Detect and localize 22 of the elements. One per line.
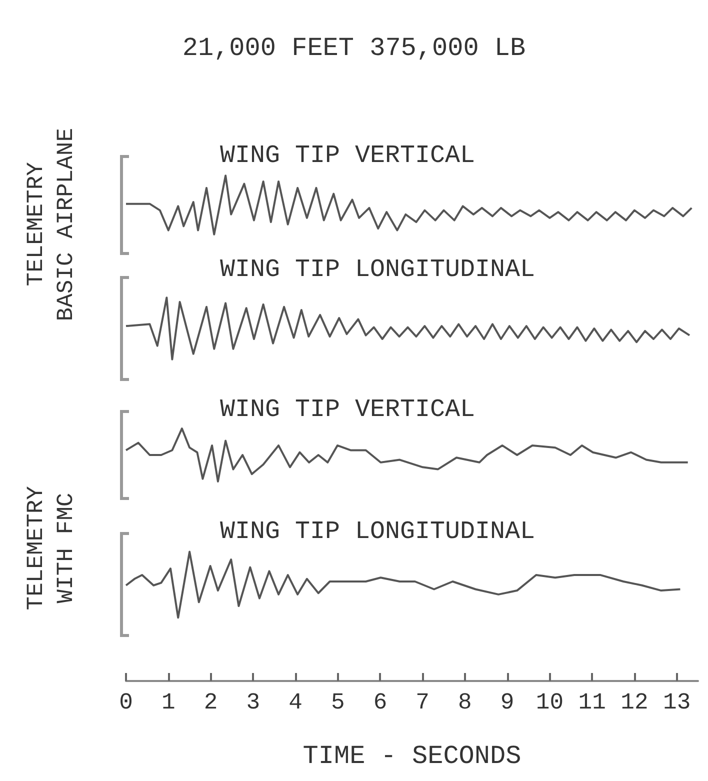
y-axis-title: TELEMETRY WITH FMC bbox=[22, 486, 80, 610]
x-tick-label: 0 bbox=[119, 690, 133, 716]
x-tick-label: 12 bbox=[620, 690, 648, 716]
chart-subtitle: WING TIP LONGITUDINAL bbox=[220, 517, 536, 546]
x-tick-label: 6 bbox=[373, 690, 388, 716]
x-tick-label: 9 bbox=[500, 690, 514, 716]
x-tick-label: 3 bbox=[246, 690, 260, 716]
x-tick-label: 11 bbox=[578, 690, 606, 716]
chart-subtitle: WING TIP VERTICAL bbox=[220, 395, 476, 424]
x-tick-label: 8 bbox=[458, 690, 472, 716]
x-tick-label: 2 bbox=[204, 690, 218, 716]
x-tick-label: 4 bbox=[288, 690, 302, 716]
chart-title: 21,000 FEET 375,000 LB bbox=[182, 33, 526, 63]
x-tick-label: 13 bbox=[663, 690, 691, 716]
y-axis-title: TELEMETRY BASIC AIRPLANE bbox=[22, 128, 80, 322]
x-tick-label: 5 bbox=[330, 690, 345, 716]
x-tick-label: 10 bbox=[536, 690, 564, 716]
x-tick-label: 1 bbox=[161, 690, 176, 716]
chart-subtitle: WING TIP VERTICAL bbox=[220, 141, 476, 170]
chart-subtitle: WING TIP LONGITUDINAL bbox=[220, 255, 536, 284]
x-axis-title: TIME - SECONDS bbox=[302, 741, 522, 771]
x-tick-label: 7 bbox=[416, 690, 430, 716]
